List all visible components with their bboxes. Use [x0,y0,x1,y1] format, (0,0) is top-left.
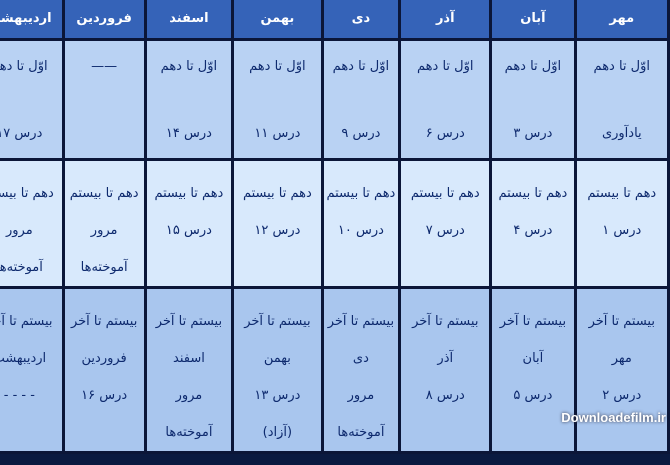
cell-line: اوّل تا دهم [504,59,562,74]
cell-line: دهم تا بیستم [587,186,657,201]
cell-line: دهم تا بیستم [242,186,312,201]
cell-line: بهمن [263,351,291,366]
cell-line: مهر [611,351,632,366]
cell-line: اوّل تا دهم [249,59,306,74]
cell-line: آموخته‌ها [337,425,385,440]
month-header: آذر [398,0,493,41]
cell-line: درس ۱۰ [337,223,384,238]
cell-line: اوّل تا دهم [593,59,651,74]
schedule-cell: اوّل تا دهم درس ۶ [398,38,493,161]
schedule-cell: دهم تا بیستم مرور آموخته‌ها [61,158,147,289]
schedule-table-wrapper: مهرآبانآذردیبهمناسفندفروردیناردیبهشت اوّ… [0,0,670,454]
schedule-cell: بیستم تا آخر اردیبهشت - - - - [0,286,65,454]
cell-line: درس ۱ [602,223,642,238]
period-row: اوّل تا دهم یادآوری اوّل تا دهم درس ۳ اوّل ت… [0,38,670,161]
month-header: فروردین [61,0,147,41]
watermark: Downloadefilm.ir [561,410,666,425]
schedule-cell: اوّل تا دهم درس ۱۱ [231,38,324,161]
cell-line: درس ۷ [425,223,465,238]
schedule-cell: دهم تا بیستم درس ۴ [489,158,577,289]
period-row: دهم تا بیستم درس ۱ دهم تا بیستم درس ۴ دهم تا… [0,158,670,289]
schedule-cell: بیستم تا آخر بهمن درس ۱۳ (آزاد) [231,286,324,454]
period-row: بیستم تا آخر مهر درس ۲ بیستم تا آخر آبان درس … [0,286,670,454]
cell-line: (آزاد) [262,425,293,440]
cell-line: - - - - [3,388,35,403]
cell-line: درس ۸ [425,388,465,403]
cell-line: درس ۱۷ [0,126,43,141]
cell-line: آبان [522,351,544,366]
month-header: مهر [573,0,670,41]
cell-line: درس ۱۲ [254,223,301,238]
month-header: آبان [489,0,577,41]
month-header: اردیبهشت [0,0,65,41]
schedule-cell: بیستم تا آخر دی مرور آموخته‌ها [320,286,402,454]
schedule-cell: دهم تا بیستم درس ۱۲ [231,158,324,289]
cell-line: آذر [437,351,454,366]
cell-line: اوّل تا دهم [0,59,48,74]
cell-line: اوّل تا دهم [417,59,474,74]
cell-line: اردیبهشت [0,351,47,366]
schedule-cell: دهم تا بیستم درس ۱۵ [143,158,235,289]
cell-line: بیستم تا آخر [412,314,479,329]
cell-line: درس ۵ [513,388,553,403]
cell-line: بیستم تا آخر [155,314,223,329]
cell-line: اوّل تا دهم [160,59,218,74]
month-header-row: مهرآبانآذردیبهمناسفندفروردیناردیبهشت [0,0,670,41]
cell-line: درس ۱۱ [254,126,301,141]
schedule-cell: اوّل تا دهم درس ۹ [320,38,402,161]
cell-line: بیستم تا آخر [588,314,655,329]
cell-line: دهم تا بیستم [498,186,568,201]
cell-line: بیستم تا آخر [244,314,311,329]
cell-line: دهم تا بیستم [326,186,396,201]
schedule-cell: —— [61,38,147,161]
cell-line: دهم تا بیستم [410,186,480,201]
cell-line: درس ۶ [425,126,465,141]
schedule-cell: دهم تا بیستم درس ۱ [573,158,670,289]
cell-line: مرور [347,388,375,403]
schedule-cell: بیستم تا آخر مهر درس ۲ [573,286,670,454]
schedule-cell: دهم تا بیستم درس ۷ [398,158,493,289]
cell-line: دی [352,351,369,366]
cell-line: درس ۳ [513,126,553,141]
cell-line: درس ۴ [513,223,553,238]
cell-line: آموخته‌ها [165,425,213,440]
cell-line: مرور [6,223,33,238]
month-header: بهمن [231,0,324,41]
cell-line: بیستم تا آخر [499,314,567,329]
cell-line: مرور [90,223,118,238]
schedule-cell: دهم تا بیستم مرور آموخته‌ها [0,158,65,289]
schedule-cell: بیستم تا آخر آبان درس ۵ [489,286,577,454]
cell-line: دهم تا بیستم [154,186,224,201]
cell-line: درس ۱۶ [81,388,128,403]
schedule-cell: دهم تا بیستم درس ۱۰ [320,158,402,289]
cell-line: درس ۲ [602,388,642,403]
cell-line: بیستم تا آخر [70,314,138,329]
cell-line: آموخته‌ها [80,260,128,275]
cell-line: دهم تا بیستم [0,186,54,201]
cell-line: دهم تا بیستم [69,186,139,201]
schedule-cell: اوّل تا دهم یادآوری [573,38,670,161]
cell-line: درس ۹ [341,126,381,141]
schedule-cell: بیستم تا آخر فروردین درس ۱۶ [61,286,147,454]
cell-line: درس ۱۳ [254,388,301,403]
cell-line: —— [91,59,118,74]
schedule-cell: اوّل تا دهم درس ۳ [489,38,577,161]
cell-line: فروردین [81,351,127,366]
cell-line: اوّل تا دهم [332,59,390,74]
schedule-table: مهرآبانآذردیبهمناسفندفروردیناردیبهشت اوّ… [0,0,670,454]
schedule-cell: بیستم تا آخر اسفند مرور آموخته‌ها [143,286,235,454]
month-header: اسفند [143,0,235,41]
cell-line: مرور [175,388,203,403]
cell-line: اسفند [173,351,205,366]
schedule-cell: اوّل تا دهم درس ۱۷ [0,38,65,161]
cell-line: یادآوری [601,126,642,141]
cell-line: بیستم تا آخر [0,314,53,329]
cell-line: آموخته‌ها [0,260,43,275]
schedule-cell: بیستم تا آخر آذر درس ۸ [398,286,493,454]
cell-line: بیستم تا آخر [327,314,395,329]
cell-line: درس ۱۵ [165,223,212,238]
cell-line: درس ۱۴ [165,126,212,141]
month-header: دی [320,0,402,41]
schedule-cell: اوّل تا دهم درس ۱۴ [143,38,235,161]
